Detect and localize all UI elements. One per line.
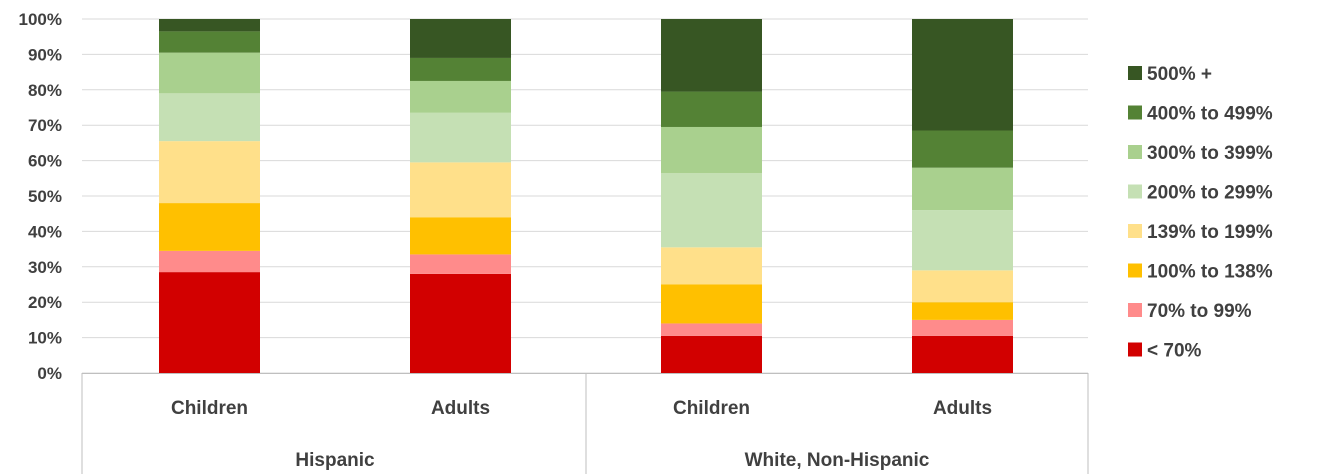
bar-segment xyxy=(159,141,260,204)
bar-segment xyxy=(410,57,511,81)
bar-segment xyxy=(661,19,762,92)
bar-segment xyxy=(661,323,762,336)
legend-swatch xyxy=(1128,66,1142,80)
y-axis-tick-labels: 0% 10% 20% 30% 40% 50% 60% 70% 80% 90% 100% xyxy=(19,10,62,383)
bar-segment xyxy=(661,172,762,248)
legend-label: 500% + xyxy=(1147,64,1212,85)
x-category-label: Children xyxy=(673,398,750,419)
y-tick-label: 100% xyxy=(19,10,62,29)
bar-segment xyxy=(159,52,260,94)
x-category-label: Adults xyxy=(431,398,490,419)
legend-swatch xyxy=(1128,224,1142,238)
y-tick-label: 20% xyxy=(28,293,62,312)
legend-swatch xyxy=(1128,342,1142,357)
legend-label: 200% to 299% xyxy=(1147,183,1273,204)
bar-segment xyxy=(159,31,260,53)
bars xyxy=(159,19,1013,373)
bar-segment xyxy=(661,335,762,373)
legend-label: 400% to 499% xyxy=(1147,104,1273,125)
bar-segment xyxy=(912,130,1013,168)
y-tick-label: 30% xyxy=(28,258,62,277)
y-tick-label: 0% xyxy=(37,364,62,383)
bar-segment xyxy=(912,319,1013,336)
legend-label: 300% to 399% xyxy=(1147,143,1273,164)
legend-swatch xyxy=(1128,263,1142,278)
legend: 500% + 400% to 499% 300% to 399% 200% to 29… xyxy=(1128,64,1273,362)
bar-segment xyxy=(912,19,1013,131)
legend-label: 70% to 99% xyxy=(1147,301,1252,322)
y-tick-label: 80% xyxy=(28,81,62,100)
legend-label: 100% to 138% xyxy=(1147,262,1273,283)
bar-segment xyxy=(912,302,1013,320)
y-tick-label: 50% xyxy=(28,187,62,206)
y-tick-label: 90% xyxy=(28,45,62,64)
legend-swatch xyxy=(1128,184,1142,199)
legend-swatch xyxy=(1128,105,1142,120)
bar-segment xyxy=(410,254,511,274)
bar-segment xyxy=(410,112,511,163)
bar-segment xyxy=(159,19,260,32)
bar-segment xyxy=(159,203,260,251)
y-tick-label: 10% xyxy=(28,329,62,348)
y-tick-label: 70% xyxy=(28,116,62,135)
bar-segment xyxy=(661,247,762,285)
x-group-label: Hispanic xyxy=(295,450,375,471)
bar-segment xyxy=(661,284,762,324)
x-category-label: Adults xyxy=(933,398,992,419)
legend-swatch xyxy=(1128,303,1142,317)
bar-segment xyxy=(410,162,511,218)
bar-segment xyxy=(912,210,1013,271)
legend-swatch xyxy=(1128,145,1142,159)
bar-segment xyxy=(410,80,511,113)
bar-segment xyxy=(159,93,260,142)
bar-segment xyxy=(661,91,762,127)
bar-segment xyxy=(661,126,762,173)
category-axis: Children Adults Children Adults Hispanic Whit… xyxy=(81,373,1089,474)
y-tick-label: 60% xyxy=(28,152,62,171)
bar-segment xyxy=(912,167,1013,211)
x-group-label: White, Non-Hispanic xyxy=(745,450,930,471)
bar-segment xyxy=(410,273,511,373)
legend-label: < 70% xyxy=(1147,341,1202,362)
legend-label: 139% to 199% xyxy=(1147,222,1273,243)
x-category-label: Children xyxy=(171,398,248,419)
bar-segment xyxy=(159,272,260,373)
bar-segment xyxy=(410,19,511,58)
bar-segment xyxy=(912,270,1013,303)
bar-segment xyxy=(159,250,260,273)
bar-segment xyxy=(912,335,1013,373)
y-tick-label: 40% xyxy=(28,222,62,241)
bar-segment xyxy=(410,217,511,255)
